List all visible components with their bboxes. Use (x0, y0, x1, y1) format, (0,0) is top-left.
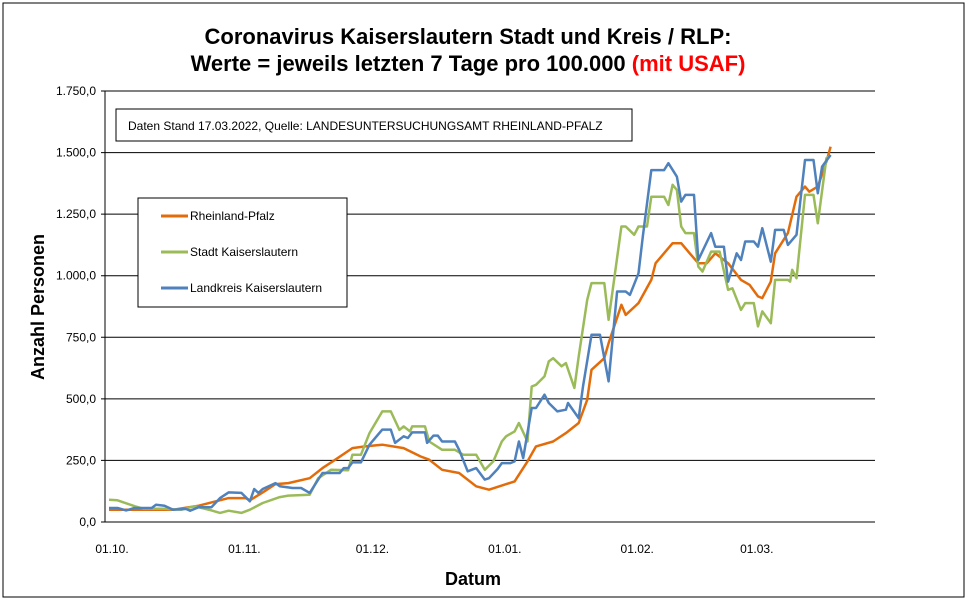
y-tick-label: 250,0 (66, 453, 96, 467)
gridlines (101, 90, 875, 523)
title-highlight: (mit USAF) (632, 51, 746, 76)
x-tick-labels: 01.10. 01.11. 01.12. 01.01. 01.02. 01.03. (95, 542, 773, 556)
source-note-box (115, 108, 633, 142)
x-tick-label: 01.03. (740, 542, 773, 556)
y-tick-label: 1.500,0 (56, 146, 96, 160)
series-line-rheinland-pfalz (109, 146, 832, 511)
y-tick-label: 1.250,0 (56, 207, 96, 221)
y-axis-label: Anzahl Personen (28, 234, 48, 380)
y-tick-labels: 0,0 250,0 500,0 750,0 1.000,0 1.250,0 1.500,0 1… (56, 84, 96, 529)
x-tick-label: 01.01. (488, 542, 521, 556)
x-tick-label: 01.10. (95, 542, 128, 556)
y-tick-label: 1.750,0 (56, 84, 96, 98)
x-axis-label: Datum (445, 569, 501, 589)
series-line-stadt-kaiserslautern (108, 154, 832, 515)
y-tick-label: 0,0 (79, 515, 96, 529)
series-line-landkreis-kaiserslautern (109, 154, 832, 512)
legend-label: Rheinland-Pfalz (190, 209, 275, 223)
legend-items: Rheinland-Pfalz Stadt Kaiserslautern Landk… (161, 209, 322, 295)
x-tick-label: 01.12. (356, 542, 389, 556)
x-tick-label: 01.11. (228, 542, 260, 556)
title-main: Werte = jeweils letzten 7 Tage pro 100.0… (191, 51, 632, 76)
y-tick-label: 1.000,0 (56, 269, 96, 283)
legend-label: Stadt Kaiserslautern (190, 245, 298, 259)
y-tick-label: 500,0 (66, 392, 96, 406)
x-tick-label: 01.02. (621, 542, 654, 556)
legend-label: Landkreis Kaiserslautern (190, 281, 322, 295)
chart-title-line1: Coronavirus Kaiserslautern Stadt und Kre… (205, 24, 732, 49)
source-note: Daten Stand 17.03.2022, Quelle: LANDESUN… (128, 119, 603, 133)
chart-title-line2: Werte = jeweils letzten 7 Tage pro 100.0… (191, 51, 746, 76)
y-tick-label: 750,0 (66, 330, 96, 344)
series-lines (108, 146, 832, 515)
